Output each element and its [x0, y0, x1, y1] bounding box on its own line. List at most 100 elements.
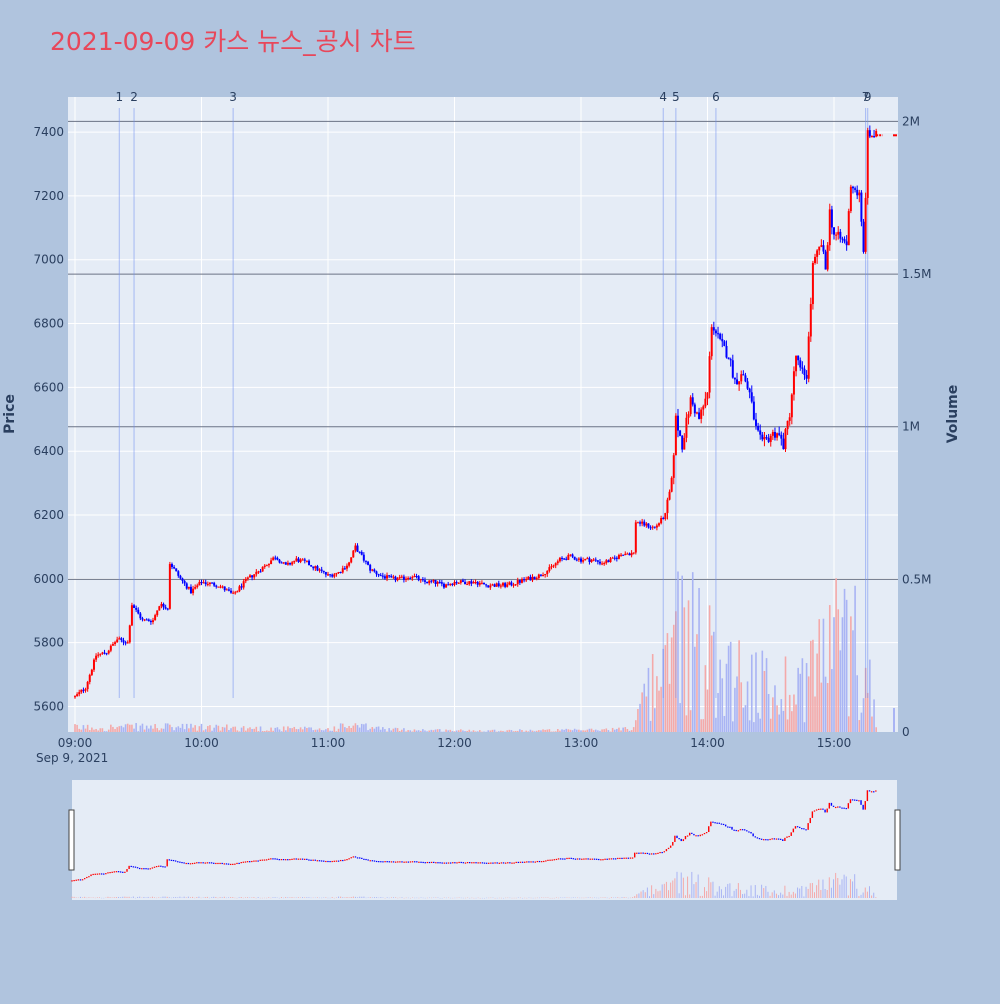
candle-body [270, 560, 272, 564]
slider-volume-bar [275, 897, 276, 898]
volume-bar [403, 728, 405, 732]
candle-body [776, 433, 778, 437]
slider-candle [107, 872, 108, 873]
candle-body [367, 562, 369, 565]
slider-candle [659, 852, 660, 853]
volume-bar [405, 731, 407, 732]
candle-body [692, 397, 694, 404]
slider-candle [213, 863, 214, 864]
volume-bar [726, 664, 728, 732]
slider-candle [336, 861, 337, 862]
slider-candle [729, 827, 730, 828]
slider-candle [824, 810, 825, 813]
slider-candle [338, 861, 339, 862]
candle-body [696, 412, 698, 413]
volume-bar [118, 726, 120, 732]
volume-bar [150, 726, 152, 732]
slider-volume-bar [683, 878, 684, 898]
candle-body [95, 656, 97, 660]
slider-volume-bar [717, 892, 718, 898]
candle-body [635, 522, 637, 552]
slider-candle [101, 873, 102, 874]
candle-body [626, 554, 628, 555]
range-slider[interactable] [72, 780, 897, 900]
candle-body [506, 584, 508, 586]
volume-bar [374, 729, 376, 732]
candle-body [755, 419, 757, 425]
slider-volume-bar [342, 897, 343, 898]
slider-volume-bar [372, 897, 373, 898]
slider-candle [302, 859, 303, 860]
volume-bar [393, 729, 395, 732]
slider-volume-bar [605, 897, 606, 898]
slider-candle [200, 862, 201, 863]
slider-candle [401, 861, 402, 862]
candle-body [451, 584, 453, 585]
candle-body [150, 621, 152, 622]
volume-bar [249, 727, 251, 732]
volume-bar [561, 729, 563, 732]
volume-bar [618, 728, 620, 732]
candle-body [799, 360, 801, 367]
slider-candle [228, 864, 229, 865]
candle-body [333, 574, 335, 576]
slider-candle [594, 859, 595, 860]
candle-body [188, 587, 190, 589]
volume-bar [173, 730, 175, 732]
slider-candle [556, 859, 557, 860]
candle-body [215, 586, 217, 587]
candle-body [698, 412, 700, 418]
candle-body [167, 609, 169, 610]
volume-bar [93, 730, 95, 732]
volume-bar [123, 727, 125, 732]
plot-area [68, 97, 898, 732]
volume-bar [502, 731, 504, 732]
volume-bar [831, 669, 833, 732]
slider-candle [471, 862, 472, 863]
volume-bar [559, 731, 561, 732]
slider-volume-bar [116, 897, 117, 898]
slider-candle [697, 835, 698, 836]
range-slider-left-handle[interactable] [69, 810, 74, 870]
volume-bar [799, 674, 801, 732]
slider-volume-bar [184, 897, 185, 898]
volume-bar [266, 730, 268, 732]
slider-candle [674, 836, 675, 842]
slider-volume-bar [791, 895, 792, 898]
slider-candle [835, 807, 836, 808]
volume-bar [296, 729, 298, 732]
slider-volume-bar [738, 883, 739, 898]
volume-bar [445, 730, 447, 732]
slider-volume-bar [154, 897, 155, 898]
volume-bar [91, 728, 93, 732]
volume-bar [732, 721, 734, 732]
slider-volume-bar [76, 897, 77, 898]
candle-body [409, 578, 411, 579]
candle-body [637, 522, 639, 523]
candle-body [424, 580, 426, 582]
slider-volume-bar [190, 897, 191, 898]
slider-volume-bar [727, 884, 728, 898]
candle-body [386, 575, 388, 578]
slider-volume-bar [715, 896, 716, 898]
slider-volume-bar [188, 897, 189, 898]
slider-candle [482, 862, 483, 863]
slider-candle [719, 823, 720, 824]
volume-bar [639, 704, 641, 732]
volume-bar [686, 715, 688, 732]
candle-body [418, 576, 420, 580]
candle-body [114, 642, 116, 644]
candle-body [276, 558, 278, 560]
slider-volume-bar [772, 892, 773, 898]
volume-bar [121, 726, 123, 732]
candle-body [344, 568, 346, 569]
range-slider-right-handle[interactable] [895, 810, 900, 870]
slider-candle [744, 829, 745, 830]
slider-volume-bar [869, 886, 870, 898]
candle-body [129, 625, 131, 642]
candle-body [234, 592, 236, 593]
slider-candle [691, 833, 692, 834]
volume-bar [209, 725, 211, 732]
slider-candle [839, 806, 840, 807]
volume-bar [597, 730, 599, 732]
